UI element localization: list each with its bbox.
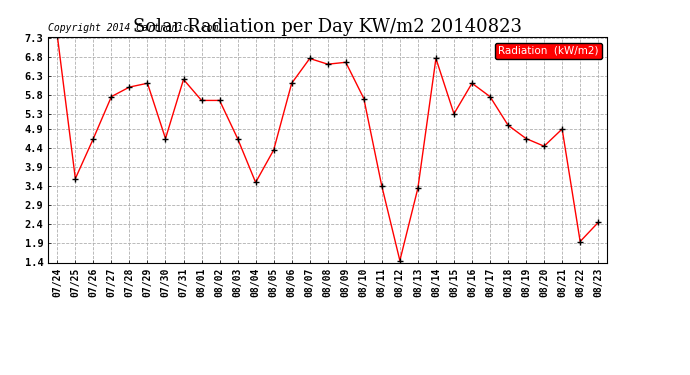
Legend: Radiation  (kW/m2): Radiation (kW/m2) xyxy=(495,43,602,59)
Text: Copyright 2014 Cartronics.com: Copyright 2014 Cartronics.com xyxy=(48,23,219,33)
Title: Solar Radiation per Day KW/m2 20140823: Solar Radiation per Day KW/m2 20140823 xyxy=(133,18,522,36)
